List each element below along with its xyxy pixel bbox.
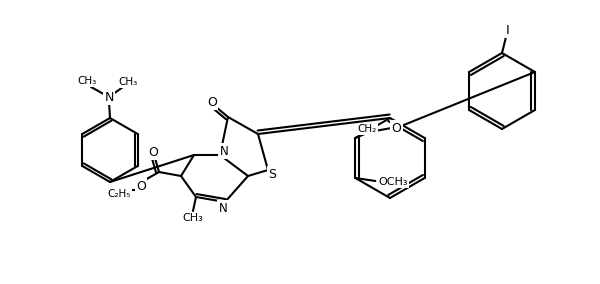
Text: N: N	[220, 145, 229, 158]
Text: CH₂: CH₂	[358, 124, 377, 134]
Text: C₂H₅: C₂H₅	[107, 189, 131, 199]
Text: I: I	[506, 24, 510, 37]
Text: O: O	[136, 179, 146, 193]
Text: O: O	[391, 122, 401, 135]
Text: O: O	[148, 145, 158, 158]
Text: S: S	[268, 168, 276, 181]
Text: N: N	[104, 91, 113, 103]
Text: OCH₃: OCH₃	[379, 177, 408, 187]
Text: CH₃: CH₃	[118, 77, 137, 87]
Text: CH₃: CH₃	[182, 213, 203, 223]
Text: CH₃: CH₃	[77, 76, 97, 86]
Text: N: N	[218, 202, 227, 214]
Text: O: O	[207, 95, 217, 108]
